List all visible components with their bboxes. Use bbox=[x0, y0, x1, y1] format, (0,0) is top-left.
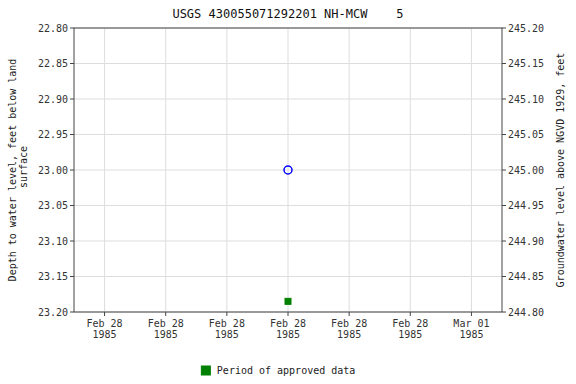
y-tick bbox=[70, 312, 74, 313]
x-tick bbox=[165, 312, 166, 316]
grid-line bbox=[226, 28, 227, 312]
grid bbox=[74, 28, 502, 312]
y2-tick-label: 245.05 bbox=[508, 129, 544, 140]
x-tick bbox=[226, 312, 227, 316]
legend: Period of approved data bbox=[201, 365, 355, 376]
y2-tick-label: 244.80 bbox=[508, 307, 544, 318]
y2-tick bbox=[502, 205, 506, 206]
y-tick-label: 23.05 bbox=[38, 200, 68, 211]
y2-tick bbox=[502, 28, 506, 29]
y-tick bbox=[70, 134, 74, 135]
y-tick bbox=[70, 28, 74, 29]
x-tick-label: Feb 281985 bbox=[392, 318, 428, 340]
y2-tick bbox=[502, 99, 506, 100]
x-tick bbox=[410, 312, 411, 316]
x-tick bbox=[104, 312, 105, 316]
y-tick bbox=[70, 276, 74, 277]
y-tick-label: 22.95 bbox=[38, 129, 68, 140]
y2-tick bbox=[502, 63, 506, 64]
x-tick-label: Feb 281985 bbox=[270, 318, 306, 340]
y2-tick-label: 245.10 bbox=[508, 94, 544, 105]
y2-tick-label: 244.90 bbox=[508, 236, 544, 247]
y2-axis-label: Groundwater level above NGVD 1929, feet bbox=[555, 53, 566, 288]
y-tick-label: 23.00 bbox=[38, 165, 68, 176]
y2-tick-label: 244.95 bbox=[508, 200, 544, 211]
grid-line bbox=[165, 28, 166, 312]
x-tick-label: Feb 281985 bbox=[87, 318, 123, 340]
x-tick bbox=[471, 312, 472, 316]
x-tick bbox=[288, 312, 289, 316]
y-tick-label: 23.10 bbox=[38, 236, 68, 247]
y2-tick bbox=[502, 276, 506, 277]
y2-tick-label: 245.15 bbox=[508, 58, 544, 69]
legend-label: Period of approved data bbox=[217, 365, 355, 376]
axes: 22.80 22.85 22.90 22.95 23.00 23.05 23.10 23.15… bbox=[38, 23, 544, 341]
grid-line bbox=[288, 28, 289, 312]
y-tick bbox=[70, 63, 74, 64]
chart: 22.80 22.85 22.90 22.95 23.00 23.05 23.10 23.15… bbox=[0, 0, 576, 384]
marks bbox=[284, 166, 292, 304]
y-tick bbox=[70, 205, 74, 206]
plot-frame bbox=[74, 28, 502, 312]
square-marker bbox=[201, 366, 210, 375]
y-tick-label: 22.90 bbox=[38, 94, 68, 105]
x-tick bbox=[349, 312, 350, 316]
grid-line bbox=[471, 28, 472, 312]
y-axis-label: Depth to water level, feet below land su… bbox=[7, 59, 29, 282]
x-tick-label: Mar 011985 bbox=[453, 318, 489, 340]
x-tick-label: Feb 281985 bbox=[331, 318, 367, 340]
y2-tick bbox=[502, 170, 506, 171]
y2-tick-label: 244.85 bbox=[508, 271, 544, 282]
y-tick-label: 22.85 bbox=[38, 58, 68, 69]
grid-line bbox=[104, 28, 105, 312]
y-tick-label: 23.15 bbox=[38, 271, 68, 282]
y-tick-label: 22.80 bbox=[38, 23, 68, 34]
x-tick-label: Feb 281985 bbox=[209, 318, 245, 340]
y-tick bbox=[70, 99, 74, 100]
grid-line bbox=[410, 28, 411, 312]
y2-tick bbox=[502, 134, 506, 135]
y-tick-label: 23.20 bbox=[38, 307, 68, 318]
open-circle-marker bbox=[284, 166, 292, 174]
y2-tick bbox=[502, 241, 506, 242]
y2-tick-label: 245.00 bbox=[508, 165, 544, 176]
y-tick bbox=[70, 170, 74, 171]
grid-line bbox=[349, 28, 350, 312]
square-marker bbox=[285, 298, 291, 304]
title: USGS 430055071292201 NH-MCW 5 bbox=[172, 7, 403, 21]
x-tick-label: Feb 281985 bbox=[148, 318, 184, 340]
y2-tick-label: 245.20 bbox=[508, 23, 544, 34]
y-tick bbox=[70, 241, 74, 242]
y2-tick bbox=[502, 312, 506, 313]
